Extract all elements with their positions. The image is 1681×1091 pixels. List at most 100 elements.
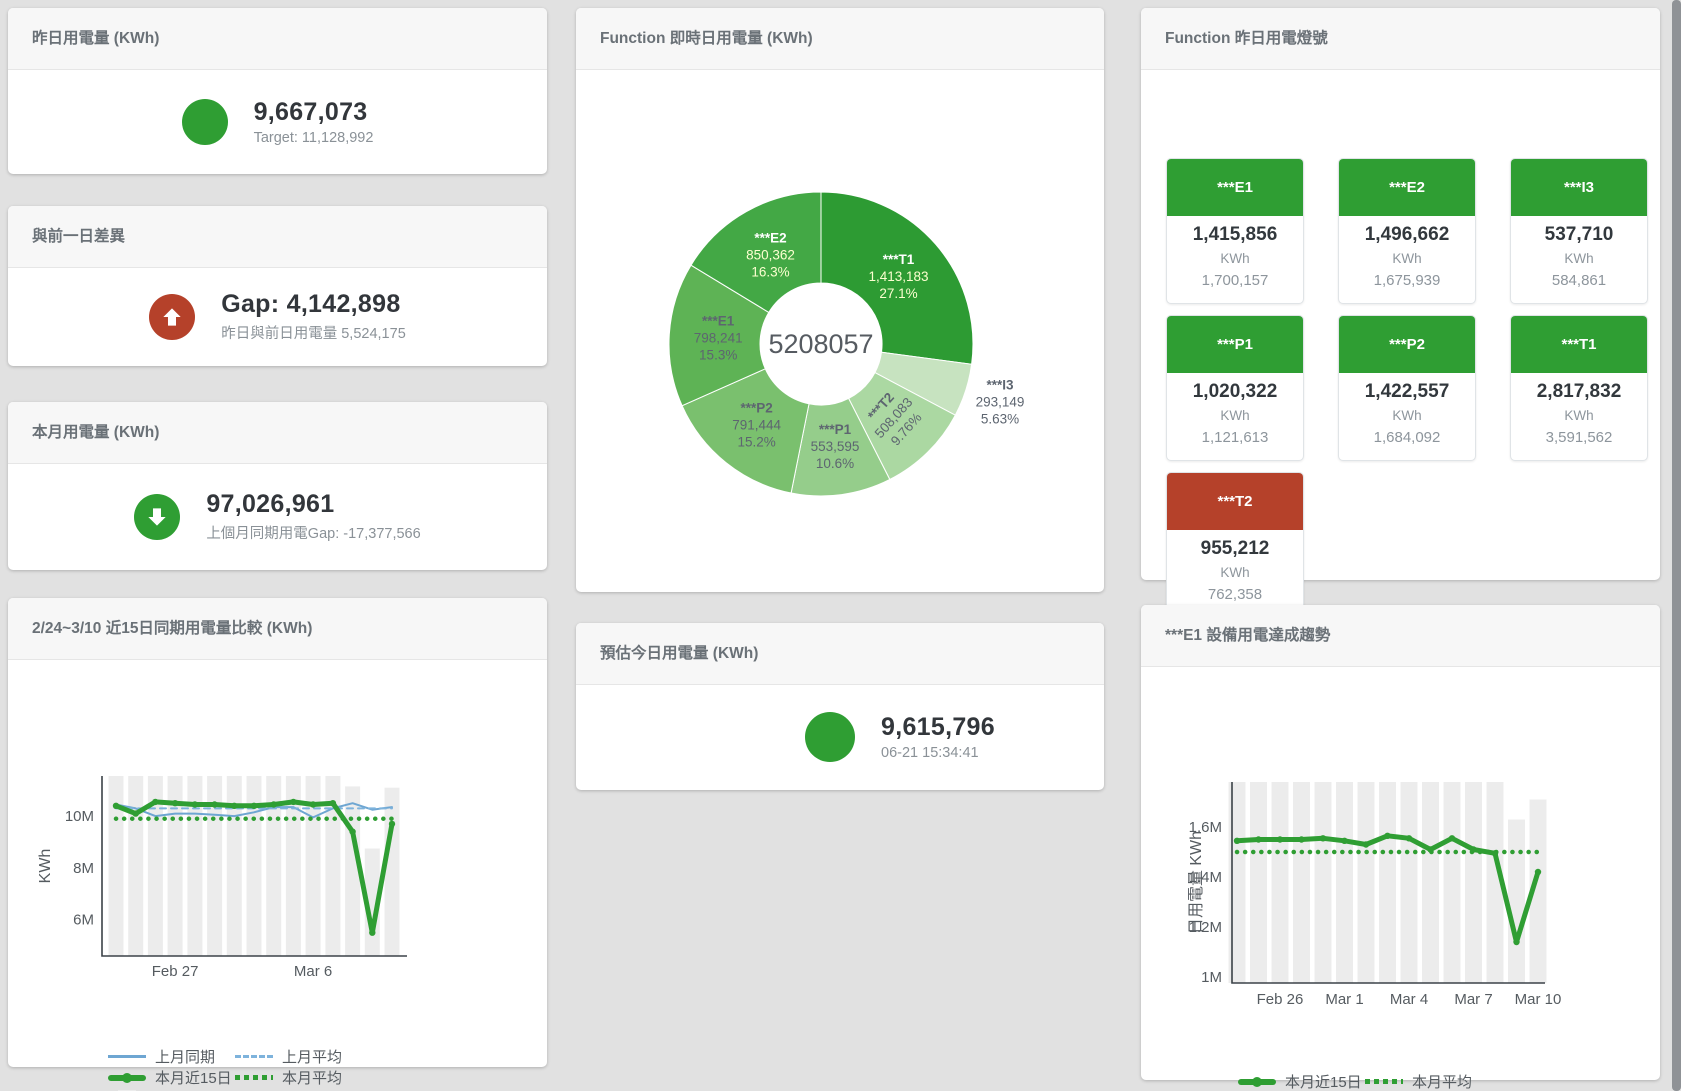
y-tick-label: 1.6M — [1189, 819, 1222, 836]
card-estimate-today: 預估今日用電量 (KWh) 9,615,796 06-21 15:34:41 — [576, 623, 1104, 790]
device-tile-grid: ***E1 1,415,856 KWh 1,700,157 ***E2 1,49… — [1166, 158, 1648, 618]
data-point — [1384, 832, 1391, 839]
e1-trend-chart: 1M 1.2M 1.4M 1.6M Feb 26 Mar 1 Mar 4 Mar 7 Mar 1… — [1188, 782, 1561, 1008]
device-status-header: ***I3 — [1511, 159, 1647, 216]
y-tick-label: 1.2M — [1189, 919, 1222, 936]
legend-item[interactable]: 上月同期 — [108, 1046, 235, 1067]
data-point — [369, 929, 376, 936]
data-point — [349, 828, 356, 835]
target-bar — [1228, 782, 1246, 983]
donut-slice[interactable] — [820, 191, 974, 365]
donut-slice-label: ***P1 553,595 10.6% — [811, 422, 860, 471]
legend-item[interactable]: 本月近15日 — [108, 1067, 235, 1088]
device-usage-value: 955,212 — [1200, 538, 1270, 559]
legend-item[interactable]: 本月近15日 — [1238, 1071, 1365, 1091]
card-month-usage: 本月用電量 (KWh) 97,026,961 上個月同期用電Gap: -17,3… — [8, 402, 547, 570]
target-bar — [1422, 782, 1439, 983]
device-usage-unit: KWh — [1564, 408, 1594, 423]
target-bar — [266, 776, 282, 956]
target-bar — [128, 776, 144, 956]
legend-swatch-icon — [1365, 1079, 1403, 1084]
card-yesterday-usage: 昨日用電量 (KWh) 9,667,073 Target: 11,128,992 — [8, 8, 547, 174]
target-bar — [1314, 782, 1332, 983]
target-bar — [147, 776, 163, 956]
legend-item[interactable]: 上月平均 — [235, 1046, 342, 1067]
device-tile-e1[interactable]: ***E1 1,415,856 KWh 1,700,157 — [1166, 158, 1304, 304]
y-tick-label: 1M — [1201, 969, 1222, 986]
x-tick-label: Mar 7 — [1454, 991, 1492, 1008]
legend-swatch-icon — [118, 1089, 136, 1091]
device-usage-unit: KWh — [1220, 565, 1250, 580]
y-tick-label: 10M — [65, 808, 94, 825]
data-point — [1362, 841, 1370, 848]
device-tile-p2[interactable]: ***P2 1,422,557 KWh 1,684,092 — [1338, 315, 1476, 461]
legend-label: 本月近15日 — [1285, 1074, 1362, 1091]
data-point — [329, 800, 337, 807]
day-gap-value: Gap: 4,142,898 — [221, 290, 401, 318]
target-bar — [1529, 799, 1547, 983]
device-usage-unit: KWh — [1564, 251, 1594, 266]
x-tick-label: Mar 1 — [1325, 991, 1363, 1008]
card-usage-compare-15d: 2/24~3/10 近15日同期用電量比較 (KWh) 6M 8M 10M Feb 2… — [8, 598, 547, 1091]
target-bar — [1443, 782, 1461, 983]
target-bar — [226, 776, 242, 956]
device-tile-e2[interactable]: ***E2 1,496,662 KWh 1,675,939 — [1338, 158, 1476, 304]
data-point — [1276, 836, 1284, 843]
target-bar — [285, 776, 301, 956]
data-point — [1298, 836, 1305, 843]
target-bar — [246, 776, 262, 956]
target-bar — [1465, 782, 1482, 983]
legend-label: 上月同期 — [155, 1049, 216, 1066]
target-bar — [1379, 782, 1396, 983]
yesterday-usage-value: 9,667,073 — [253, 97, 368, 126]
legend-item[interactable]: 本月平均 — [235, 1067, 342, 1088]
data-point — [1491, 850, 1499, 857]
card-title: Function 昨日用電燈號 — [1141, 8, 1660, 70]
target-bar — [108, 776, 124, 956]
card-title: 與前一日差異 — [8, 206, 547, 268]
device-target-value: 1,675,939 — [1373, 272, 1441, 289]
data-point — [290, 798, 297, 806]
device-status-header: ***E1 — [1167, 159, 1303, 216]
data-point — [1427, 846, 1434, 853]
target-bar — [305, 776, 321, 956]
data-point — [1470, 846, 1477, 853]
target-bar — [1336, 782, 1353, 983]
device-target-value: 762,358 — [1207, 586, 1263, 603]
target-bar — [1250, 782, 1267, 983]
card-title: Function 即時日用電量 (KWh) — [576, 8, 1104, 70]
arrow-up-icon — [149, 293, 196, 340]
device-target-value: 584,861 — [1551, 272, 1607, 289]
status-circle-icon — [805, 712, 856, 762]
card-title: ***E1 設備用電達成趨勢 — [1141, 605, 1660, 667]
legend-swatch-icon — [235, 1075, 273, 1080]
usage-compare-chart: 6M 8M 10M Feb 27 Mar 6 KWh — [37, 776, 407, 980]
donut-slice-label: ***E2 850,362 16.3% — [746, 230, 795, 279]
month-usage-gap: 上個月同期用電Gap: -17,377,566 — [206, 526, 421, 542]
card-title: 2/24~3/10 近15日同期用電量比較 (KWh) — [8, 598, 547, 660]
x-tick-label: Feb 26 — [1257, 991, 1304, 1008]
device-usage-value: 1,415,856 — [1192, 224, 1278, 245]
donut-slice[interactable] — [690, 191, 822, 314]
device-tile-t2[interactable]: ***T2 955,212 KWh 762,358 — [1166, 472, 1304, 618]
target-bar — [325, 776, 341, 956]
card-title: 預估今日用電量 (KWh) — [576, 623, 1104, 685]
device-tile-p1[interactable]: ***P1 1,020,322 KWh 1,121,613 — [1166, 315, 1304, 461]
page-scrollbar[interactable] — [1672, 0, 1681, 1091]
x-tick-label: Mar 4 — [1390, 991, 1428, 1008]
donut-slice[interactable] — [681, 368, 810, 494]
target-bar — [1508, 819, 1525, 983]
legend-item[interactable]: 本月平均 — [1365, 1071, 1472, 1091]
chart-legend: 上月同期上月平均本月近15日本月平均Target — [108, 1046, 342, 1091]
donut-slice[interactable] — [668, 264, 770, 407]
data-point — [112, 802, 120, 809]
device-usage-unit: KWh — [1392, 408, 1422, 423]
legend-swatch-icon — [235, 1055, 273, 1058]
device-tile-i3[interactable]: ***I3 537,710 KWh 584,861 — [1510, 158, 1648, 304]
y-tick-label: 1.4M — [1189, 869, 1222, 886]
legend-swatch-icon — [1238, 1076, 1276, 1087]
device-tile-t1[interactable]: ***T1 2,817,832 KWh 3,591,562 — [1510, 315, 1648, 461]
data-point — [191, 801, 199, 808]
day-gap-subtitle: 昨日與前日用電量 5,524,175 — [221, 326, 406, 342]
